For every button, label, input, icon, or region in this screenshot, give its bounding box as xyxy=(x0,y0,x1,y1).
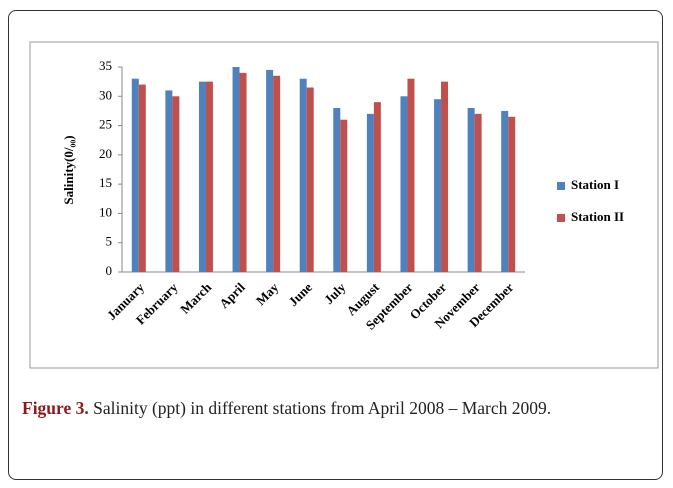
y-tick-label: 20 xyxy=(99,146,112,161)
figure-frame xyxy=(8,10,663,480)
bar xyxy=(340,119,348,272)
chart: Salinity(0/₀₀) 05101520253035JanuaryFebr… xyxy=(29,41,659,369)
bar xyxy=(172,96,180,273)
bar xyxy=(501,110,509,272)
legend-swatch xyxy=(557,214,565,222)
bar xyxy=(508,116,516,273)
bar xyxy=(273,75,281,273)
y-tick-label: 15 xyxy=(99,175,112,190)
legend-label: Station I xyxy=(571,177,619,192)
legend-label: Station II xyxy=(571,209,624,224)
bar xyxy=(266,69,274,272)
bar xyxy=(205,81,213,273)
bar xyxy=(198,81,206,273)
y-tick-label: 25 xyxy=(99,117,112,132)
caption-label: Figure 3. xyxy=(22,398,89,418)
bar xyxy=(165,90,173,272)
bar xyxy=(306,87,314,272)
y-tick-label: 10 xyxy=(99,204,112,219)
bar xyxy=(407,78,415,272)
y-tick-label: 35 xyxy=(99,58,112,73)
bar xyxy=(373,102,381,273)
bar xyxy=(434,99,442,272)
x-tick-label: March xyxy=(177,279,215,317)
x-tick-label: July xyxy=(321,279,349,307)
bar xyxy=(400,96,408,273)
bar xyxy=(299,78,307,272)
x-tick-label: May xyxy=(253,279,282,308)
y-tick-label: 0 xyxy=(106,263,113,278)
chart-border xyxy=(29,41,659,369)
bar xyxy=(232,67,240,272)
caption: Figure 3. Salinity (ppt) in different st… xyxy=(22,392,652,424)
bar xyxy=(366,113,374,272)
bar xyxy=(333,108,341,272)
y-tick-label: 30 xyxy=(99,87,112,102)
x-tick-label: April xyxy=(216,279,248,311)
bar xyxy=(467,108,475,272)
bar xyxy=(474,113,482,272)
legend-swatch xyxy=(557,182,565,190)
bar xyxy=(441,81,449,273)
bar xyxy=(239,72,247,272)
y-axis-label: Salinity(0/₀₀) xyxy=(61,135,76,204)
x-tick-label: June xyxy=(285,279,315,309)
bar xyxy=(138,84,146,272)
y-tick-label: 5 xyxy=(106,234,113,249)
caption-text: Salinity (ppt) in different stations fro… xyxy=(93,398,552,418)
bar xyxy=(131,78,139,272)
